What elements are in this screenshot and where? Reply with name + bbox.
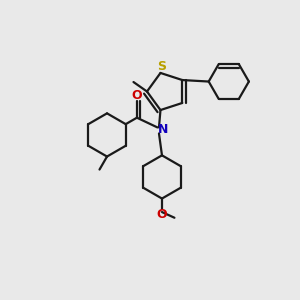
Text: O: O	[157, 208, 167, 220]
Text: S: S	[158, 60, 166, 73]
Text: O: O	[132, 89, 142, 102]
Text: N: N	[158, 123, 168, 136]
